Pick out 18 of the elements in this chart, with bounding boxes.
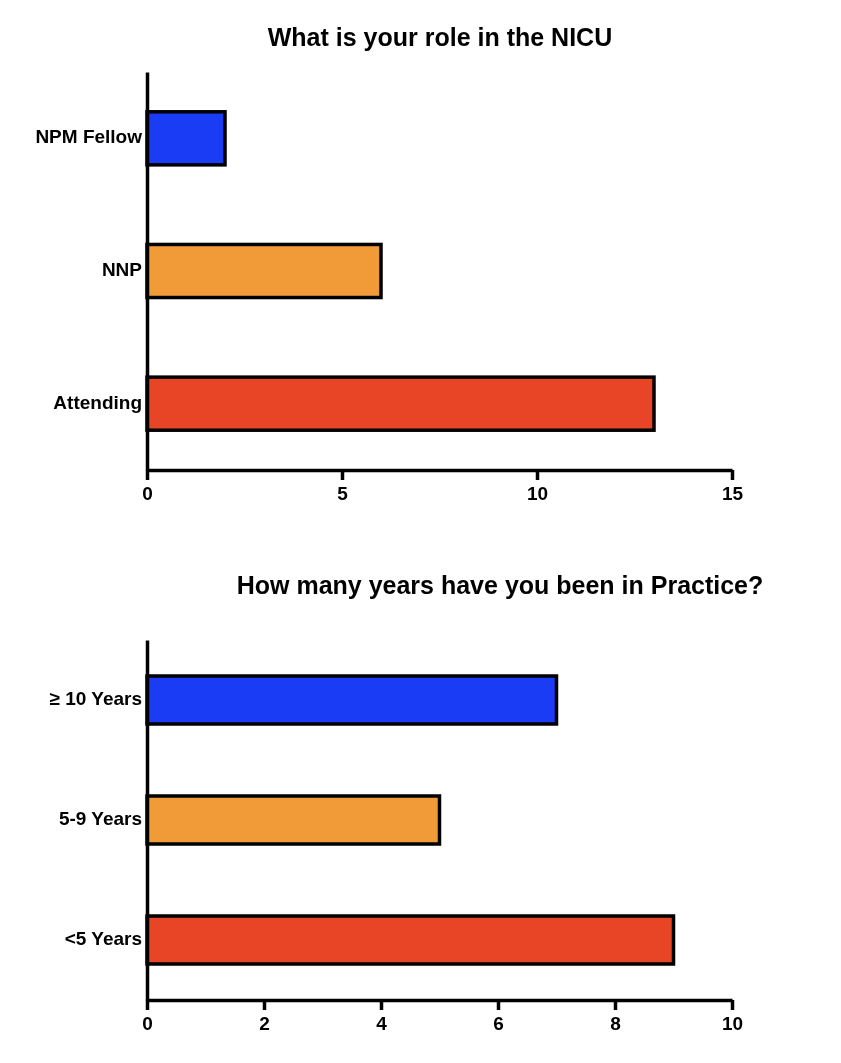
- y-tick-label: NPM Fellow: [35, 126, 143, 148]
- y-tick-label: <5 Years: [64, 928, 142, 950]
- x-tick-label: 6: [493, 1013, 504, 1035]
- chart-title: How many years have you been in Practice?: [236, 571, 764, 599]
- x-tick-label: 10: [721, 1013, 744, 1035]
- x-tick-label: 10: [526, 483, 549, 505]
- y-tick-label: 5-9 Years: [58, 808, 142, 830]
- x-tick-label: 0: [142, 483, 153, 505]
- x-tick-label: 2: [259, 1013, 270, 1035]
- y-tick-label: Attending: [53, 391, 142, 413]
- chart-title: What is your role in the NICU: [267, 23, 613, 51]
- y-tick-label: NNP: [101, 259, 143, 281]
- x-tick-label: 8: [610, 1013, 621, 1035]
- x-tick-label: 4: [376, 1013, 388, 1035]
- x-tick-label: 0: [142, 1013, 153, 1035]
- x-tick-label: 15: [721, 483, 744, 505]
- y-tick-label: ≥ 10 Years: [49, 688, 142, 710]
- x-tick-label: 5: [337, 483, 349, 505]
